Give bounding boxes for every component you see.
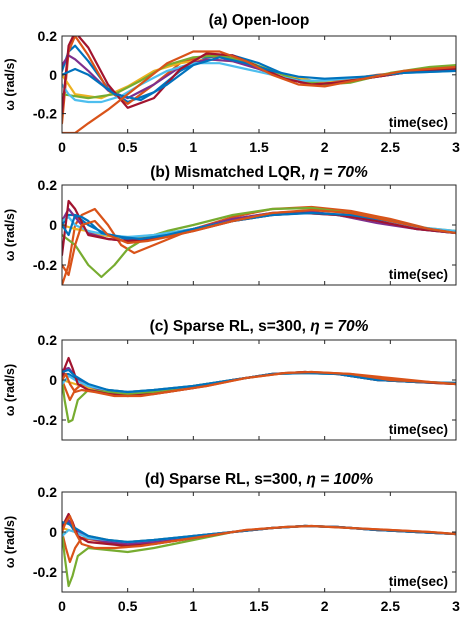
y-tick-label: 0.2 bbox=[38, 28, 58, 44]
y-tick-label: -0.2 bbox=[33, 106, 57, 122]
series-group bbox=[62, 199, 456, 285]
y-tick-label: 0 bbox=[49, 524, 57, 540]
y-tick-label: -0.2 bbox=[33, 412, 57, 428]
y-axis-label: ω (rad/s) bbox=[3, 516, 17, 568]
y-axis-label: ω (rad/s) bbox=[3, 58, 17, 110]
series-line-9 bbox=[62, 514, 456, 550]
panel-title-main: (b) Mismatched LQR, bbox=[150, 164, 309, 181]
x-tick-label: 1.5 bbox=[249, 598, 269, 614]
panel-1: 0 0.5 1 1.5 2 2.5 3 0.2 0 -0.2 ω (rad/s) time(sec) (… bbox=[3, 12, 460, 155]
panel-title: (a) Open-loop bbox=[209, 12, 310, 29]
x-tick-label: 2.5 bbox=[381, 139, 401, 155]
panel-title: (b) Mismatched LQR, η = 70% bbox=[150, 164, 368, 181]
series-line-9 bbox=[62, 370, 456, 398]
y-tick-label: 0.2 bbox=[38, 332, 58, 348]
series-line-8 bbox=[62, 368, 456, 394]
y-tick-label: 0 bbox=[49, 67, 57, 83]
x-tick-label: 0.5 bbox=[118, 598, 138, 614]
panel-title-eta: η = 70% bbox=[310, 318, 368, 335]
panel-4: 0 0.5 1 1.5 2 2.5 3 0.2 0 -0.2 ω (rad/s) time(sec) (… bbox=[3, 471, 460, 614]
x-axis-label: time(sec) bbox=[389, 267, 448, 282]
x-tick-label: 0.5 bbox=[118, 139, 138, 155]
panel-title-eta: η = 70% bbox=[310, 164, 368, 181]
series-line-8 bbox=[62, 520, 456, 544]
y-tick-label: 0 bbox=[49, 217, 57, 233]
x-tick-label: 0 bbox=[58, 139, 66, 155]
y-tick-label: 0 bbox=[49, 372, 57, 388]
x-tick-label: 3 bbox=[452, 598, 460, 614]
panel-title: (d) Sparse RL, s=300, η = 100% bbox=[145, 471, 374, 488]
x-tick-label: 2 bbox=[321, 139, 329, 155]
x-tick-label: 2 bbox=[321, 598, 329, 614]
panel-title: (c) Sparse RL, s=300, η = 70% bbox=[150, 318, 369, 335]
y-axis-label: ω (rad/s) bbox=[3, 364, 17, 416]
panel-2: 0.2 0 -0.2 ω (rad/s) time(sec) (b) Mismatched… bbox=[3, 164, 457, 286]
series-line-9 bbox=[62, 208, 456, 277]
x-tick-label: 1 bbox=[189, 598, 197, 614]
series-group bbox=[62, 356, 456, 424]
panel-title-eta: η = 100% bbox=[306, 471, 373, 488]
x-tick-label: 1 bbox=[189, 139, 197, 155]
y-tick-label: 0.2 bbox=[38, 484, 58, 500]
y-axis-label: ω (rad/s) bbox=[3, 209, 17, 261]
series-line-8 bbox=[62, 56, 456, 102]
x-tick-label: 1.5 bbox=[249, 139, 269, 155]
series-line-8 bbox=[62, 211, 456, 241]
series-group bbox=[62, 512, 456, 588]
y-tick-label: -0.2 bbox=[33, 564, 57, 580]
series-line-5 bbox=[62, 54, 456, 100]
series-group bbox=[62, 36, 456, 133]
y-tick-label: 0.2 bbox=[38, 177, 58, 193]
series-line-2 bbox=[62, 36, 456, 125]
x-axis-label: time(sec) bbox=[389, 115, 448, 130]
panel-3: 0.2 0 -0.2 ω (rad/s) time(sec) (c) Sparse RL,… bbox=[3, 318, 457, 441]
y-tick-label: -0.2 bbox=[33, 257, 57, 273]
series-line-6 bbox=[62, 62, 456, 104]
series-line-7 bbox=[62, 199, 456, 257]
panel-title-main: (d) Sparse RL, s=300, bbox=[145, 471, 307, 488]
panel-title-main: (a) Open-loop bbox=[209, 12, 310, 29]
x-axis-label: time(sec) bbox=[389, 574, 448, 589]
x-axis-label: time(sec) bbox=[389, 422, 448, 437]
x-tick-label: 3 bbox=[452, 139, 460, 155]
series-line-9 bbox=[62, 50, 456, 133]
panel-title-main: (c) Sparse RL, s=300, bbox=[150, 318, 311, 335]
x-tick-label: 0 bbox=[58, 598, 66, 614]
x-tick-label: 2.5 bbox=[381, 598, 401, 614]
